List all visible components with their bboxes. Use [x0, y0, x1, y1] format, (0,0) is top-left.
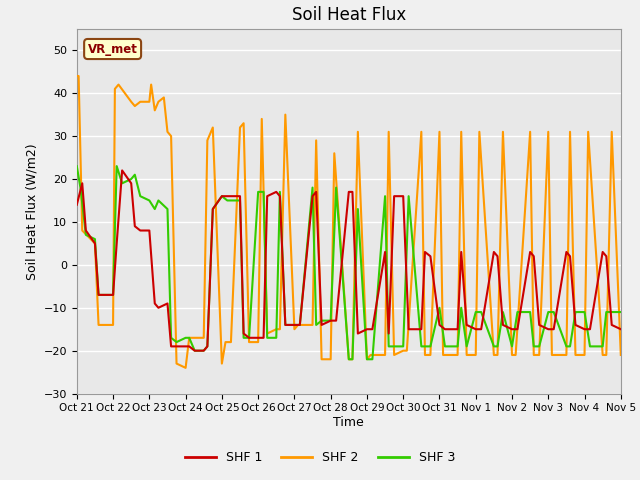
Text: VR_met: VR_met: [88, 43, 138, 56]
Legend: SHF 1, SHF 2, SHF 3: SHF 1, SHF 2, SHF 3: [180, 446, 460, 469]
X-axis label: Time: Time: [333, 416, 364, 429]
Title: Soil Heat Flux: Soil Heat Flux: [292, 6, 406, 24]
Y-axis label: Soil Heat Flux (W/m2): Soil Heat Flux (W/m2): [25, 143, 38, 279]
